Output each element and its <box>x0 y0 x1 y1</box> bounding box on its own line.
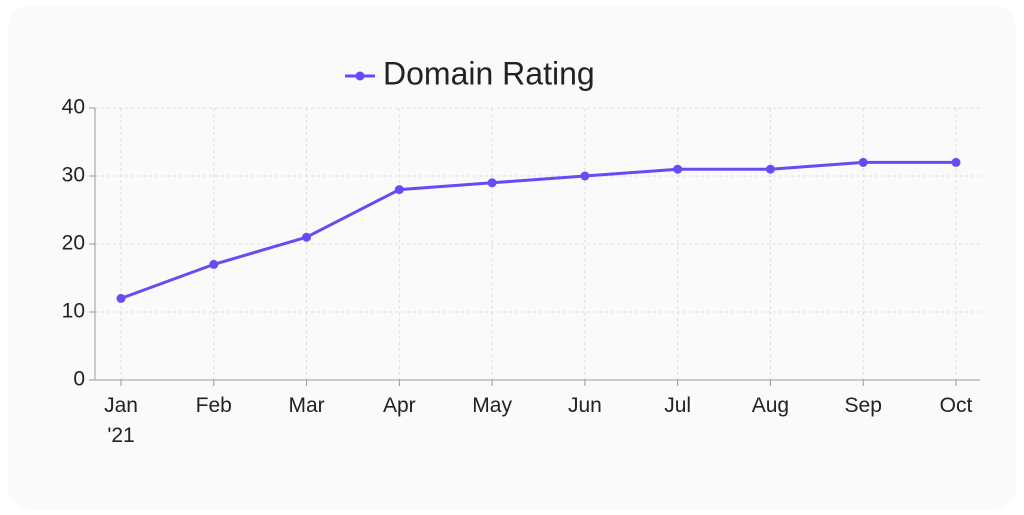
y-tick-label: 30 <box>62 164 85 187</box>
x-tick-label: Jul <box>664 394 691 417</box>
line <box>120 160 956 300</box>
point <box>209 259 219 269</box>
point <box>302 232 312 242</box>
legend-swatch-dot <box>355 71 365 81</box>
x-tick-label: Sep <box>845 394 882 417</box>
point <box>951 157 961 167</box>
point <box>765 164 775 174</box>
axes <box>89 107 980 386</box>
x-tick-label: Oct <box>940 394 973 417</box>
marks <box>116 157 961 303</box>
x-tick-label: Feb <box>196 394 232 417</box>
point <box>394 185 404 195</box>
legend-label: Domain Rating <box>383 55 595 91</box>
x-tick-label: May <box>472 394 512 417</box>
y-tick-label: 20 <box>62 232 85 255</box>
x-tick-label-line: '21 <box>107 424 134 447</box>
point <box>487 178 497 188</box>
x-tick-label: Apr <box>383 394 416 417</box>
y-tick-label: 0 <box>73 368 85 391</box>
x-tick-label: Jun <box>568 394 602 417</box>
x-tick-label: Mar <box>288 394 324 417</box>
point <box>673 164 683 174</box>
point <box>116 293 126 303</box>
point <box>580 171 590 181</box>
labels: 0 10 20 30 40 Jan '21 Feb Mar Apr May Jun Jul Aug Sep O… <box>62 55 973 447</box>
y-tick-label: 10 <box>62 300 85 323</box>
x-tick-label: Jan '21 <box>104 394 138 447</box>
x-tick-label: Aug <box>752 394 789 417</box>
x-tick-label-line: Jan <box>104 394 138 417</box>
y-tick-label: 40 <box>62 96 85 119</box>
point <box>858 157 868 167</box>
card <box>8 6 1016 509</box>
